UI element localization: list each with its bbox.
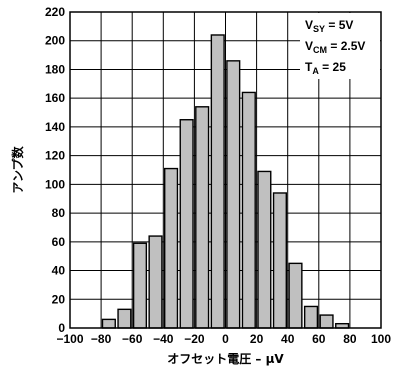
y-tick-label: 60: [52, 235, 66, 249]
x-tick-label: −80: [91, 332, 112, 346]
histogram-bar: [226, 60, 241, 329]
histogram-bar: [163, 167, 179, 329]
x-tick-label: −100: [56, 332, 83, 346]
histogram-bar: [179, 119, 194, 329]
histogram-bar: [303, 305, 319, 329]
x-tick-label: 60: [312, 332, 326, 346]
conditions-box: [300, 13, 380, 79]
y-tick-label: 220: [45, 5, 65, 19]
y-tick-labels: 0 20 40 60 80 100 120 140 160 180 200 220: [45, 5, 65, 335]
x-tick-label: 40: [281, 332, 295, 346]
x-tick-label: 0: [222, 332, 229, 346]
condition-line: TA = 25: [305, 60, 346, 76]
x-tick-label: 80: [343, 332, 357, 346]
x-tick-label: −20: [184, 332, 205, 346]
y-tick-label: 0: [58, 321, 65, 335]
histogram-bar: [195, 106, 210, 329]
x-axis-title: オフセット電圧 – μV: [167, 352, 284, 366]
y-tick-label: 100: [45, 177, 65, 191]
y-axis-title: アンプ数: [10, 145, 25, 193]
histogram-bar: [319, 314, 334, 329]
histogram-bar: [148, 235, 163, 329]
y-tick-label: 40: [52, 264, 66, 278]
histogram-bar: [210, 34, 225, 329]
x-tick-labels: −100 −80 −60 −40 −20 0 20 40 60 80 100: [56, 332, 391, 346]
y-tick-label: 20: [52, 292, 66, 306]
x-tick-label: 20: [250, 332, 264, 346]
y-tick-label: 180: [45, 62, 65, 76]
condition-line: VCM = 2.5V: [305, 39, 365, 55]
x-tick-label: −60: [122, 332, 143, 346]
histogram-bar: [132, 242, 148, 329]
y-tick-label: 80: [52, 206, 66, 220]
histogram-bar: [257, 170, 272, 329]
y-tick-label: 120: [45, 149, 65, 163]
y-tick-label: 200: [45, 34, 65, 48]
histogram-bar: [101, 318, 116, 329]
histogram-bar: [272, 192, 287, 329]
histogram-bar: [288, 262, 303, 329]
plot-frame: [69, 11, 382, 329]
x-tick-label: −40: [153, 332, 174, 346]
histogram-bar: [117, 308, 132, 329]
condition-line: VSY = 5V: [305, 18, 353, 34]
bar-series: [101, 34, 350, 329]
y-tick-label: 160: [45, 91, 65, 105]
histogram-bar: [241, 91, 256, 329]
y-tick-label: 140: [45, 120, 65, 134]
conditions-text: VSY = 5V VCM = 2.5V TA = 25: [305, 18, 365, 76]
x-tick-label: 100: [371, 332, 391, 346]
